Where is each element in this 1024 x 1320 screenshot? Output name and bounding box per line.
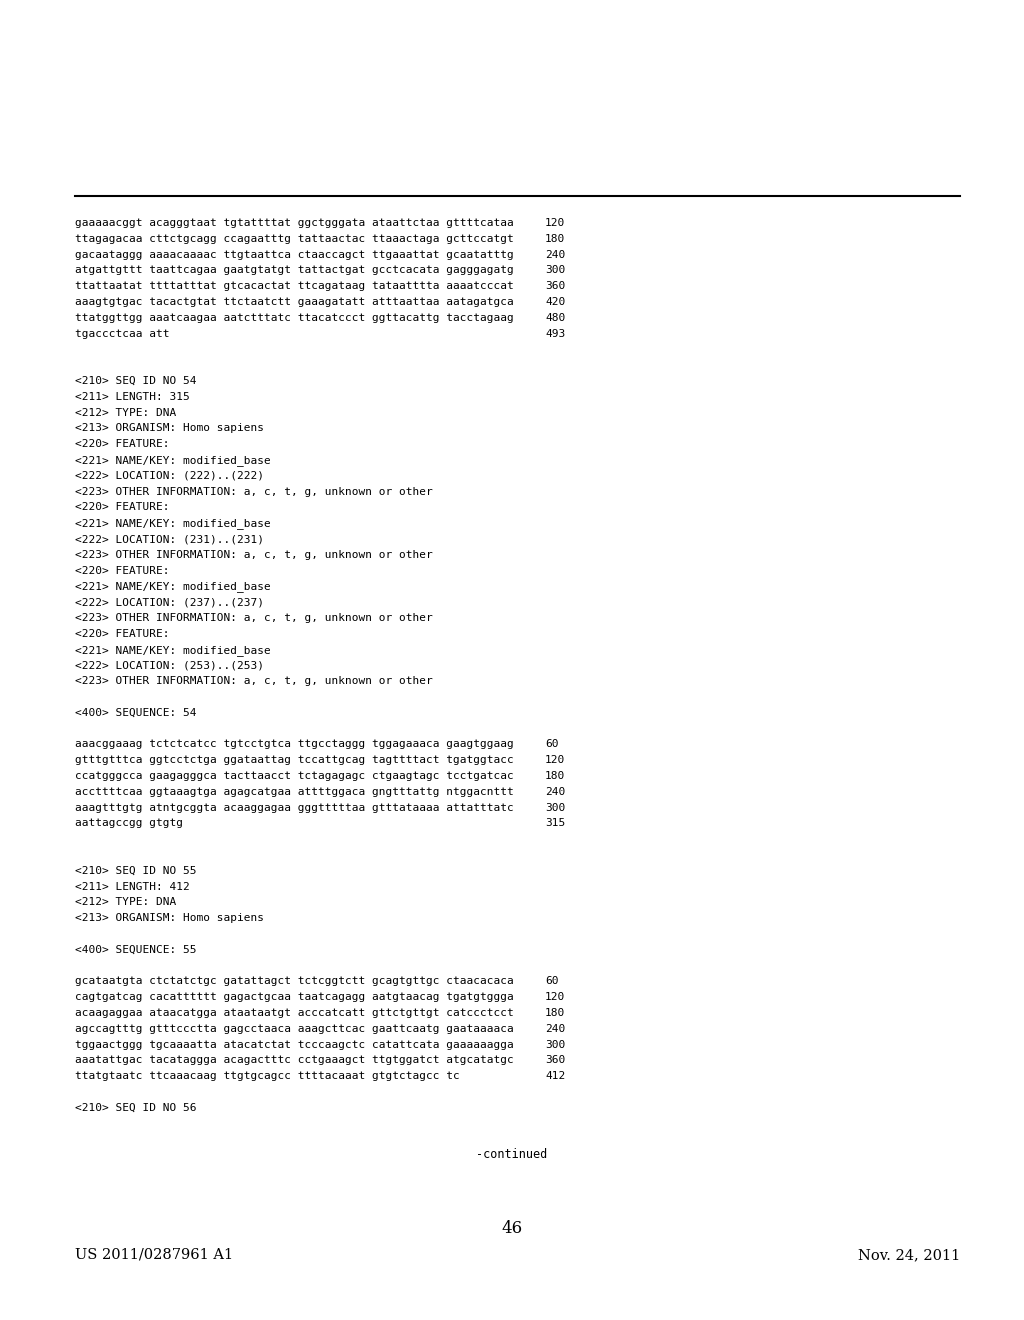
Text: <210> SEQ ID NO 55: <210> SEQ ID NO 55 (75, 866, 197, 875)
Text: 315: 315 (545, 818, 565, 829)
Text: 180: 180 (545, 771, 565, 781)
Text: <211> LENGTH: 412: <211> LENGTH: 412 (75, 882, 189, 891)
Text: <210> SEQ ID NO 56: <210> SEQ ID NO 56 (75, 1102, 197, 1113)
Text: aaagtttgtg atntgcggta acaaggagaa gggtttttaa gtttataaaa attatttatc: aaagtttgtg atntgcggta acaaggagaa gggtttt… (75, 803, 514, 813)
Text: gacaataggg aaaacaaaac ttgtaattca ctaaccagct ttgaaattat gcaatatttg: gacaataggg aaaacaaaac ttgtaattca ctaacca… (75, 249, 514, 260)
Text: <221> NAME/KEY: modified_base: <221> NAME/KEY: modified_base (75, 581, 270, 593)
Text: <213> ORGANISM: Homo sapiens: <213> ORGANISM: Homo sapiens (75, 913, 264, 923)
Text: 412: 412 (545, 1072, 565, 1081)
Text: 360: 360 (545, 1056, 565, 1065)
Text: <222> LOCATION: (237)..(237): <222> LOCATION: (237)..(237) (75, 597, 264, 607)
Text: <220> FEATURE:: <220> FEATURE: (75, 565, 170, 576)
Text: <400> SEQUENCE: 54: <400> SEQUENCE: 54 (75, 708, 197, 718)
Text: US 2011/0287961 A1: US 2011/0287961 A1 (75, 1247, 233, 1262)
Text: Nov. 24, 2011: Nov. 24, 2011 (858, 1247, 961, 1262)
Text: gcataatgta ctctatctgc gatattagct tctcggtctt gcagtgttgc ctaacacaca: gcataatgta ctctatctgc gatattagct tctcggt… (75, 977, 514, 986)
Text: 493: 493 (545, 329, 565, 339)
Text: <220> FEATURE:: <220> FEATURE: (75, 628, 170, 639)
Text: 120: 120 (545, 755, 565, 766)
Text: <213> ORGANISM: Homo sapiens: <213> ORGANISM: Homo sapiens (75, 424, 264, 433)
Text: 480: 480 (545, 313, 565, 323)
Text: <212> TYPE: DNA: <212> TYPE: DNA (75, 898, 176, 907)
Text: 180: 180 (545, 1008, 565, 1018)
Text: <223> OTHER INFORMATION: a, c, t, g, unknown or other: <223> OTHER INFORMATION: a, c, t, g, unk… (75, 612, 433, 623)
Text: 60: 60 (545, 977, 558, 986)
Text: <220> FEATURE:: <220> FEATURE: (75, 440, 170, 449)
Text: 420: 420 (545, 297, 565, 308)
Text: 240: 240 (545, 249, 565, 260)
Text: ttatgtaatc ttcaaacaag ttgtgcagcc ttttacaaat gtgtctagcc tc: ttatgtaatc ttcaaacaag ttgtgcagcc ttttaca… (75, 1072, 460, 1081)
Text: ttattaatat ttttatttat gtcacactat ttcagataag tataatttta aaaatcccat: ttattaatat ttttatttat gtcacactat ttcagat… (75, 281, 514, 292)
Text: accttttcaa ggtaaagtga agagcatgaa attttggaca gngtttattg ntggacnttt: accttttcaa ggtaaagtga agagcatgaa attttgg… (75, 787, 514, 797)
Text: <222> LOCATION: (253)..(253): <222> LOCATION: (253)..(253) (75, 660, 264, 671)
Text: 120: 120 (545, 993, 565, 1002)
Text: gtttgtttca ggtcctctga ggataattag tccattgcag tagttttact tgatggtacc: gtttgtttca ggtcctctga ggataattag tccattg… (75, 755, 514, 766)
Text: -continued: -continued (476, 1148, 548, 1162)
Text: 360: 360 (545, 281, 565, 292)
Text: 180: 180 (545, 234, 565, 244)
Text: aaacggaaag tctctcatcc tgtcctgtca ttgcctaggg tggagaaaca gaagtggaag: aaacggaaag tctctcatcc tgtcctgtca ttgccta… (75, 739, 514, 750)
Text: <211> LENGTH: 315: <211> LENGTH: 315 (75, 392, 189, 401)
Text: 60: 60 (545, 739, 558, 750)
Text: 240: 240 (545, 787, 565, 797)
Text: <223> OTHER INFORMATION: a, c, t, g, unknown or other: <223> OTHER INFORMATION: a, c, t, g, unk… (75, 676, 433, 686)
Text: <223> OTHER INFORMATION: a, c, t, g, unknown or other: <223> OTHER INFORMATION: a, c, t, g, unk… (75, 487, 433, 496)
Text: tggaactggg tgcaaaatta atacatctat tcccaagctc catattcata gaaaaaagga: tggaactggg tgcaaaatta atacatctat tcccaag… (75, 1040, 514, 1049)
Text: ttagagacaa cttctgcagg ccagaatttg tattaactac ttaaactaga gcttccatgt: ttagagacaa cttctgcagg ccagaatttg tattaac… (75, 234, 514, 244)
Text: 120: 120 (545, 218, 565, 228)
Text: 300: 300 (545, 803, 565, 813)
Text: aaagtgtgac tacactgtat ttctaatctt gaaagatatt atttaattaa aatagatgca: aaagtgtgac tacactgtat ttctaatctt gaaagat… (75, 297, 514, 308)
Text: aaatattgac tacataggga acagactttc cctgaaagct ttgtggatct atgcatatgc: aaatattgac tacataggga acagactttc cctgaaa… (75, 1056, 514, 1065)
Text: cagtgatcag cacatttttt gagactgcaa taatcagagg aatgtaacag tgatgtggga: cagtgatcag cacatttttt gagactgcaa taatcag… (75, 993, 514, 1002)
Text: atgattgttt taattcagaa gaatgtatgt tattactgat gcctcacata gagggagatg: atgattgttt taattcagaa gaatgtatgt tattact… (75, 265, 514, 276)
Text: 46: 46 (502, 1220, 522, 1237)
Text: aattagccgg gtgtg: aattagccgg gtgtg (75, 818, 183, 829)
Text: ttatggttgg aaatcaagaa aatctttatc ttacatccct ggttacattg tacctagaag: ttatggttgg aaatcaagaa aatctttatc ttacatc… (75, 313, 514, 323)
Text: <221> NAME/KEY: modified_base: <221> NAME/KEY: modified_base (75, 519, 270, 529)
Text: 300: 300 (545, 265, 565, 276)
Text: acaagaggaa ataacatgga ataataatgt acccatcatt gttctgttgt catccctcct: acaagaggaa ataacatgga ataataatgt acccatc… (75, 1008, 514, 1018)
Text: <221> NAME/KEY: modified_base: <221> NAME/KEY: modified_base (75, 644, 270, 656)
Text: 300: 300 (545, 1040, 565, 1049)
Text: <222> LOCATION: (222)..(222): <222> LOCATION: (222)..(222) (75, 471, 264, 480)
Text: <210> SEQ ID NO 54: <210> SEQ ID NO 54 (75, 376, 197, 385)
Text: tgaccctcaa att: tgaccctcaa att (75, 329, 170, 339)
Text: ccatgggcca gaagagggca tacttaacct tctagagagc ctgaagtagc tcctgatcac: ccatgggcca gaagagggca tacttaacct tctagag… (75, 771, 514, 781)
Text: <221> NAME/KEY: modified_base: <221> NAME/KEY: modified_base (75, 455, 270, 466)
Text: <400> SEQUENCE: 55: <400> SEQUENCE: 55 (75, 945, 197, 954)
Text: <212> TYPE: DNA: <212> TYPE: DNA (75, 408, 176, 417)
Text: <220> FEATURE:: <220> FEATURE: (75, 503, 170, 512)
Text: <222> LOCATION: (231)..(231): <222> LOCATION: (231)..(231) (75, 535, 264, 544)
Text: gaaaaacggt acagggtaat tgtattttat ggctgggata ataattctaa gttttcataa: gaaaaacggt acagggtaat tgtattttat ggctggg… (75, 218, 514, 228)
Text: 240: 240 (545, 1024, 565, 1034)
Text: agccagtttg gtttccctta gagcctaaca aaagcttcac gaattcaatg gaataaaaca: agccagtttg gtttccctta gagcctaaca aaagctt… (75, 1024, 514, 1034)
Text: <223> OTHER INFORMATION: a, c, t, g, unknown or other: <223> OTHER INFORMATION: a, c, t, g, unk… (75, 550, 433, 560)
